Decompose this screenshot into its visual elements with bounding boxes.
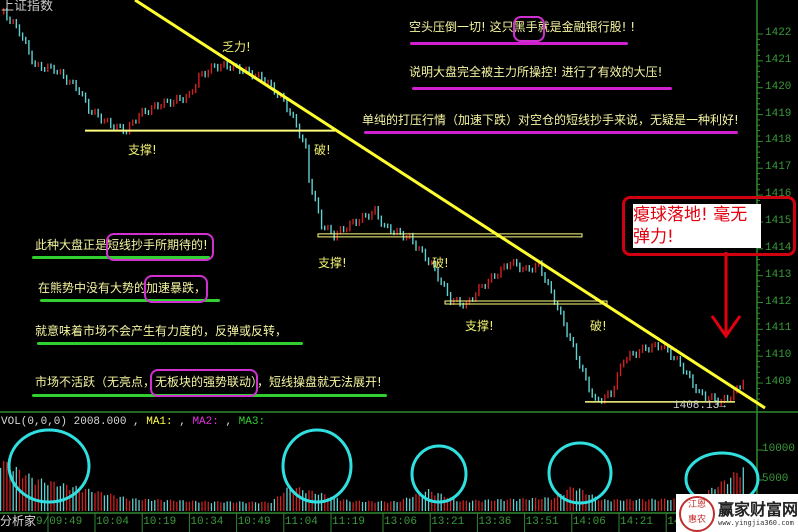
price-tick-label: 1421 <box>765 53 792 66</box>
seal-icon: 江恩 惠农 <box>679 496 715 532</box>
analyst-label: 分析家 <box>0 514 37 528</box>
note-left-2: 在熊势中没有大势的加速暴跌， <box>38 281 207 295</box>
underline <box>410 42 628 45</box>
note-top-2: 说明大盘完全被主力所操控! 进行了有效的大压! <box>409 65 663 79</box>
time-tick-label: 9/09:49 <box>36 516 83 528</box>
volume-params: VOL(0,0,0) 2008.000 , <box>1 416 140 428</box>
price-tick-label: 1420 <box>765 80 792 93</box>
underline <box>40 299 220 302</box>
highlight-circle <box>547 441 613 505</box>
weak-label: 乏力! <box>222 40 251 54</box>
ma1-label: MA1: <box>146 416 173 428</box>
price-tick-label: 1419 <box>765 107 792 120</box>
underline <box>412 87 672 90</box>
underline <box>364 131 738 134</box>
time-tick-label: 11:04 <box>284 516 318 528</box>
note-top-1: 空头压倒一切! 这只黑手就是金融银行股! ! <box>409 20 636 34</box>
note-left-1: 此种大盘正是短线抄手所期待的! <box>35 238 208 252</box>
highlight-circle <box>410 444 468 504</box>
break-label: 破! <box>590 319 607 333</box>
note-top-3: 单纯的打压行情（加速下跌）对空仓的短线抄手来说，无疑是一种利好! <box>362 113 739 127</box>
highlight-circle <box>106 233 214 261</box>
callout-box: 瘪球落地! 毫无弹力! <box>622 196 796 256</box>
price-tick-label: 1409 <box>765 376 792 389</box>
volume-tick-label: 5000 <box>762 473 789 485</box>
highlight-circle <box>281 428 353 504</box>
index-title: 上证指数 <box>1 0 54 14</box>
ma3-label: MA3: <box>238 416 266 428</box>
underline <box>37 342 303 345</box>
price-tick-label: 1412 <box>765 295 792 308</box>
note-left-4: 市场不活跃（无亮点，无板块的强势联动），短线操盘就无法展开! <box>35 375 382 389</box>
highlight-circle <box>150 369 258 397</box>
price-tick-label: 1415 <box>765 214 792 227</box>
support-line <box>444 300 608 305</box>
highlight-circle <box>7 428 91 504</box>
price-tick-label: 1411 <box>765 322 792 335</box>
time-tick-label: 13:51 <box>525 516 559 528</box>
time-tick-label: 14:06 <box>572 516 606 528</box>
watermark-logo: 江恩 惠农 赢家财富网 www.yingjia360.com <box>676 494 798 532</box>
time-tick-label: 13:36 <box>478 516 512 528</box>
underline <box>32 256 210 259</box>
volume-tick-label: 10000 <box>762 443 796 455</box>
price-tick-label: 1417 <box>765 161 792 174</box>
watermark-name: 赢家财富网 <box>718 500 798 519</box>
price-tick-label: 1413 <box>765 268 792 281</box>
low-price-value: 1408.13 <box>673 400 720 412</box>
time-tick-label: 13:06 <box>384 516 418 528</box>
note-left-3: 就意味着市场不会产生有力度的，反弹或反转， <box>35 324 288 338</box>
highlight-circle <box>144 275 208 303</box>
watermark-url: www.yingjia360.com <box>718 519 794 527</box>
support-label: 支撑! <box>318 256 347 270</box>
time-tick-label: 10:04 <box>96 516 130 528</box>
downtrend-line <box>134 0 766 410</box>
time-tick-label: 10:49 <box>237 516 271 528</box>
price-tick-label: 1418 <box>765 134 792 147</box>
time-tick-label: 10:19 <box>143 516 177 528</box>
break-label: 破! <box>432 256 449 270</box>
support-label: 支撑! <box>128 143 157 157</box>
price-tick-label: 1410 <box>765 349 792 362</box>
support-line <box>317 233 583 238</box>
ma2-label: MA2: <box>192 416 219 428</box>
time-tick-label: 13:21 <box>431 516 465 528</box>
price-tick-label: 1414 <box>765 241 792 254</box>
highlight-circle <box>513 16 545 42</box>
support-label: 支撑! <box>465 319 494 333</box>
price-tick-label: 1422 <box>765 27 792 39</box>
time-tick-label: 14:21 <box>620 516 654 528</box>
time-tick-label: 10:34 <box>190 516 224 528</box>
break-label: 破! <box>314 143 331 157</box>
down-arrow-icon <box>710 315 742 339</box>
callout-text: 瘪球落地! 毫无弹力! <box>633 204 761 248</box>
volume-header: VOL(0,0,0) 2008.000 , MA1: , MA2: , MA3: <box>1 416 266 428</box>
time-tick-label: 11:19 <box>332 516 366 528</box>
low-price-label: 1408.13→ <box>673 400 726 412</box>
